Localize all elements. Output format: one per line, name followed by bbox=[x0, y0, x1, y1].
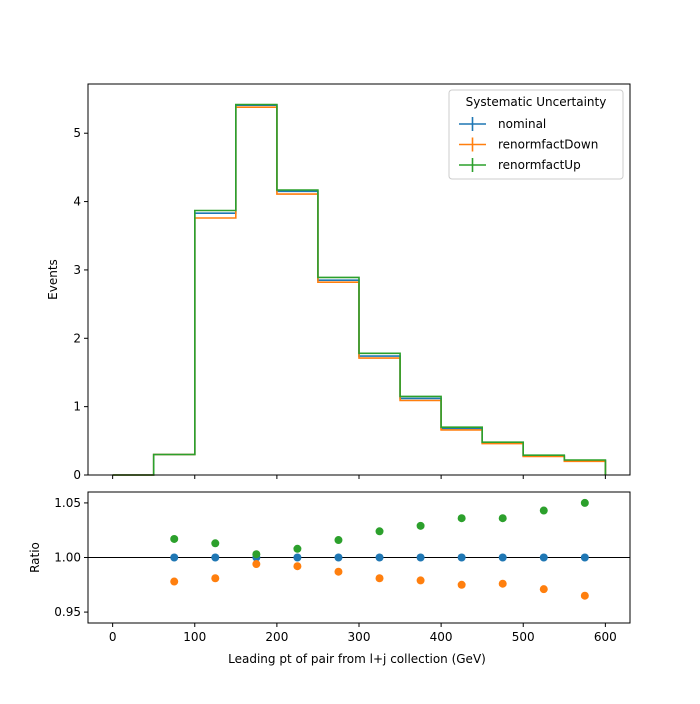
ratio-point-renormfactDown bbox=[211, 574, 220, 583]
histogram-series-renormfactUp bbox=[112, 103, 607, 476]
ratio-point-renormfactDown bbox=[334, 567, 343, 576]
ratio-point-nominal bbox=[170, 553, 179, 562]
ratio-point-renormfactUp bbox=[293, 544, 302, 553]
events-y-ticks: 0 1 2 3 4 5 bbox=[73, 126, 88, 482]
ratio-point-renormfactDown bbox=[375, 574, 384, 583]
ratio-points bbox=[170, 498, 589, 600]
ratio-y-tick-label: 1.05 bbox=[54, 496, 81, 510]
ratio-y-ticks: 0.95 1.00 1.05 bbox=[54, 496, 88, 619]
ratio-point-renormfactUp bbox=[457, 514, 466, 523]
legend-label-nominal: nominal bbox=[498, 117, 546, 131]
events-y-tick-label: 2 bbox=[73, 331, 81, 345]
legend-label-renormfactDown: renormfactDown bbox=[498, 138, 598, 152]
ratio-point-nominal bbox=[580, 553, 589, 562]
ratio-point-renormfactUp bbox=[375, 527, 384, 536]
ratio-point-renormfactUp bbox=[416, 521, 425, 530]
ratio-point-nominal bbox=[334, 553, 343, 562]
ratio-point-renormfactUp bbox=[580, 498, 589, 507]
ratio-point-renormfactDown bbox=[539, 585, 548, 594]
ratio-point-renormfactDown bbox=[170, 577, 179, 586]
ratio-point-renormfactDown bbox=[498, 579, 507, 588]
ratio-y-axis-label: Ratio bbox=[28, 542, 42, 573]
ratio-panel: 0.95 1.00 1.05 0 100 200 300 400 500 600 Ratio L… bbox=[28, 491, 631, 666]
events-y-tick-label: 3 bbox=[73, 263, 81, 277]
x-tick-label: 200 bbox=[265, 630, 288, 644]
legend-label-renormfactUp: renormfactUp bbox=[498, 158, 581, 172]
ratio-point-nominal bbox=[211, 553, 220, 562]
events-y-axis-label: Events bbox=[46, 259, 60, 300]
x-axis-label: Leading pt of pair from l+j collection (… bbox=[228, 652, 486, 666]
ratio-point-nominal bbox=[539, 553, 548, 562]
ratio-point-nominal bbox=[416, 553, 425, 562]
ratio-y-tick-label: 1.00 bbox=[54, 551, 81, 565]
ratio-point-renormfactDown bbox=[252, 560, 261, 569]
ratio-point-renormfactDown bbox=[293, 562, 302, 571]
ratio-point-renormfactDown bbox=[416, 576, 425, 585]
events-y-tick-label: 4 bbox=[73, 195, 81, 209]
events-y-tick-label: 1 bbox=[73, 400, 81, 414]
ratio-point-nominal bbox=[293, 553, 302, 562]
x-tick-label: 400 bbox=[430, 630, 453, 644]
ratio-y-tick-label: 0.95 bbox=[54, 605, 81, 619]
x-tick-label: 100 bbox=[183, 630, 206, 644]
main-x-ticks bbox=[112, 475, 606, 479]
ratio-point-nominal bbox=[457, 553, 466, 562]
ratio-point-renormfactDown bbox=[457, 580, 466, 589]
legend-title: Systematic Uncertainty bbox=[466, 95, 607, 109]
ratio-point-nominal bbox=[375, 553, 384, 562]
ratio-point-renormfactUp bbox=[539, 506, 548, 515]
ratio-point-renormfactUp bbox=[498, 514, 507, 523]
histogram-steps bbox=[112, 103, 607, 476]
ratio-point-renormfactUp bbox=[334, 536, 343, 545]
events-y-tick-label: 0 bbox=[73, 468, 81, 482]
ratio-point-renormfactUp bbox=[252, 550, 261, 559]
main-histogram-panel: 0 1 2 3 4 5 Events Systematic Uncertainty nomi… bbox=[46, 83, 631, 482]
ratio-point-nominal bbox=[498, 553, 507, 562]
legend-box bbox=[448, 89, 624, 180]
events-y-tick-label: 5 bbox=[73, 126, 81, 140]
ratio-point-renormfactDown bbox=[580, 591, 589, 600]
ratio-point-renormfactUp bbox=[170, 534, 179, 543]
x-tick-label: 0 bbox=[109, 630, 117, 644]
x-tick-label: 500 bbox=[512, 630, 535, 644]
ratio-point-renormfactUp bbox=[211, 539, 220, 548]
x-tick-label: 600 bbox=[594, 630, 617, 644]
main-axes-frame bbox=[87, 83, 631, 476]
ratio-axes-frame bbox=[87, 491, 631, 624]
x-tick-label: 300 bbox=[348, 630, 371, 644]
ratio-x-ticks: 0 100 200 300 400 500 600 bbox=[109, 623, 617, 644]
legend: Systematic Uncertainty nominal renormfactD… bbox=[448, 89, 624, 180]
